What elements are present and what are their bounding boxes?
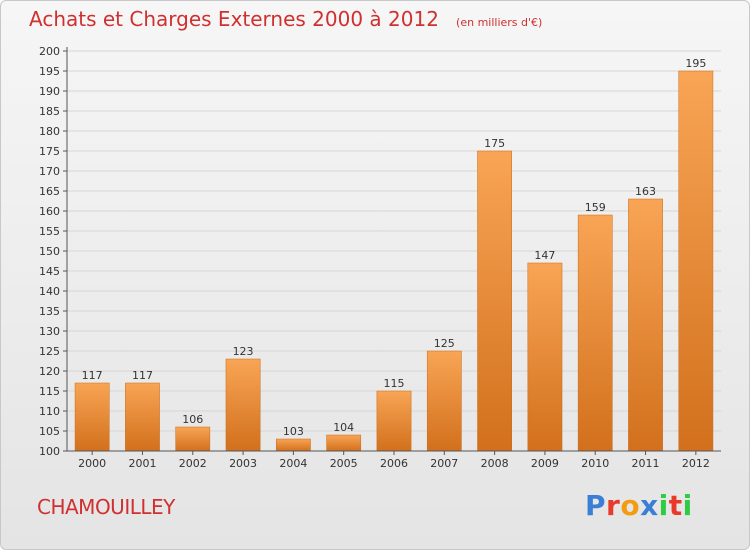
y-tick-label-200: 200: [39, 45, 60, 58]
y-tick-label-190: 190: [39, 85, 60, 98]
y-tick-label-115: 115: [39, 385, 60, 398]
chart-subtitle: (en milliers d'€): [456, 16, 543, 29]
x-tick-label-2003: 2003: [229, 457, 257, 470]
logo-letter: r: [606, 489, 621, 522]
value-label-2005: 104: [333, 421, 354, 434]
bar-2002: [175, 426, 211, 452]
value-label-2002: 106: [182, 413, 203, 426]
x-tick-label-2001: 2001: [128, 457, 156, 470]
logo-letter: t: [668, 489, 683, 522]
y-tick-label-170: 170: [39, 165, 60, 178]
logo-letter: i: [682, 489, 693, 522]
bar-2006: [376, 390, 412, 452]
x-tick-label-2007: 2007: [430, 457, 458, 470]
y-tick-label-130: 130: [39, 325, 60, 338]
bar-2003: [225, 358, 261, 452]
bar-2001: [125, 382, 160, 452]
chart-title: Achats et Charges Externes 2000 à 2012: [29, 7, 439, 31]
value-label-2012: 195: [685, 57, 706, 70]
value-label-2007: 125: [434, 337, 455, 350]
y-tick-label-105: 105: [39, 425, 60, 438]
y-tick-label-145: 145: [39, 265, 60, 278]
bar-2009: [527, 262, 563, 452]
logo-letter: o: [620, 489, 641, 522]
value-label-2003: 123: [233, 345, 254, 358]
proxiti-logo: Proxiti: [585, 489, 693, 522]
bar-2004: [276, 438, 311, 452]
y-tick-label-155: 155: [39, 225, 60, 238]
bar-2005: [326, 434, 362, 452]
x-tick-label-2011: 2011: [632, 457, 660, 470]
value-label-2001: 117: [132, 369, 153, 382]
x-tick-label-2002: 2002: [179, 457, 207, 470]
x-tick-label-2009: 2009: [531, 457, 559, 470]
y-tick-label-125: 125: [39, 345, 60, 358]
logo-letter: x: [640, 489, 659, 522]
commune-name: CHAMOUILLEY: [37, 495, 175, 519]
x-tick-label-2000: 2000: [78, 457, 106, 470]
bar-2010: [577, 214, 613, 452]
x-tick-label-2010: 2010: [581, 457, 609, 470]
value-label-2011: 163: [635, 185, 656, 198]
x-tick-label-2006: 2006: [380, 457, 408, 470]
y-tick-label-100: 100: [39, 445, 60, 458]
x-tick-label-2012: 2012: [682, 457, 710, 470]
y-tick-label-135: 135: [39, 305, 60, 318]
y-tick-label-180: 180: [39, 125, 60, 138]
y-tick-label-175: 175: [39, 145, 60, 158]
logo-letter: P: [585, 489, 607, 522]
value-label-2006: 115: [384, 377, 405, 390]
x-tick-label-2008: 2008: [481, 457, 509, 470]
value-label-2009: 147: [534, 249, 555, 262]
y-tick-label-140: 140: [39, 285, 60, 298]
y-tick-label-110: 110: [39, 405, 60, 418]
bar-2008: [477, 150, 512, 452]
bar-2011: [628, 198, 663, 452]
y-tick-label-185: 185: [39, 105, 60, 118]
bar-2012: [678, 70, 714, 452]
value-label-2004: 103: [283, 425, 304, 438]
value-label-2008: 175: [484, 137, 505, 150]
y-tick-label-160: 160: [39, 205, 60, 218]
value-label-2010: 159: [585, 201, 606, 214]
title-row: Achats et Charges Externes 2000 à 2012 (…: [29, 7, 542, 31]
value-label-2000: 117: [82, 369, 103, 382]
logo-letter: i: [658, 489, 669, 522]
y-tick-label-120: 120: [39, 365, 60, 378]
bar-2000: [74, 382, 110, 452]
y-tick-label-195: 195: [39, 65, 60, 78]
x-tick-label-2005: 2005: [330, 457, 358, 470]
y-tick-label-165: 165: [39, 185, 60, 198]
y-tick-label-150: 150: [39, 245, 60, 258]
bar-2007: [426, 350, 462, 452]
x-tick-label-2004: 2004: [279, 457, 307, 470]
